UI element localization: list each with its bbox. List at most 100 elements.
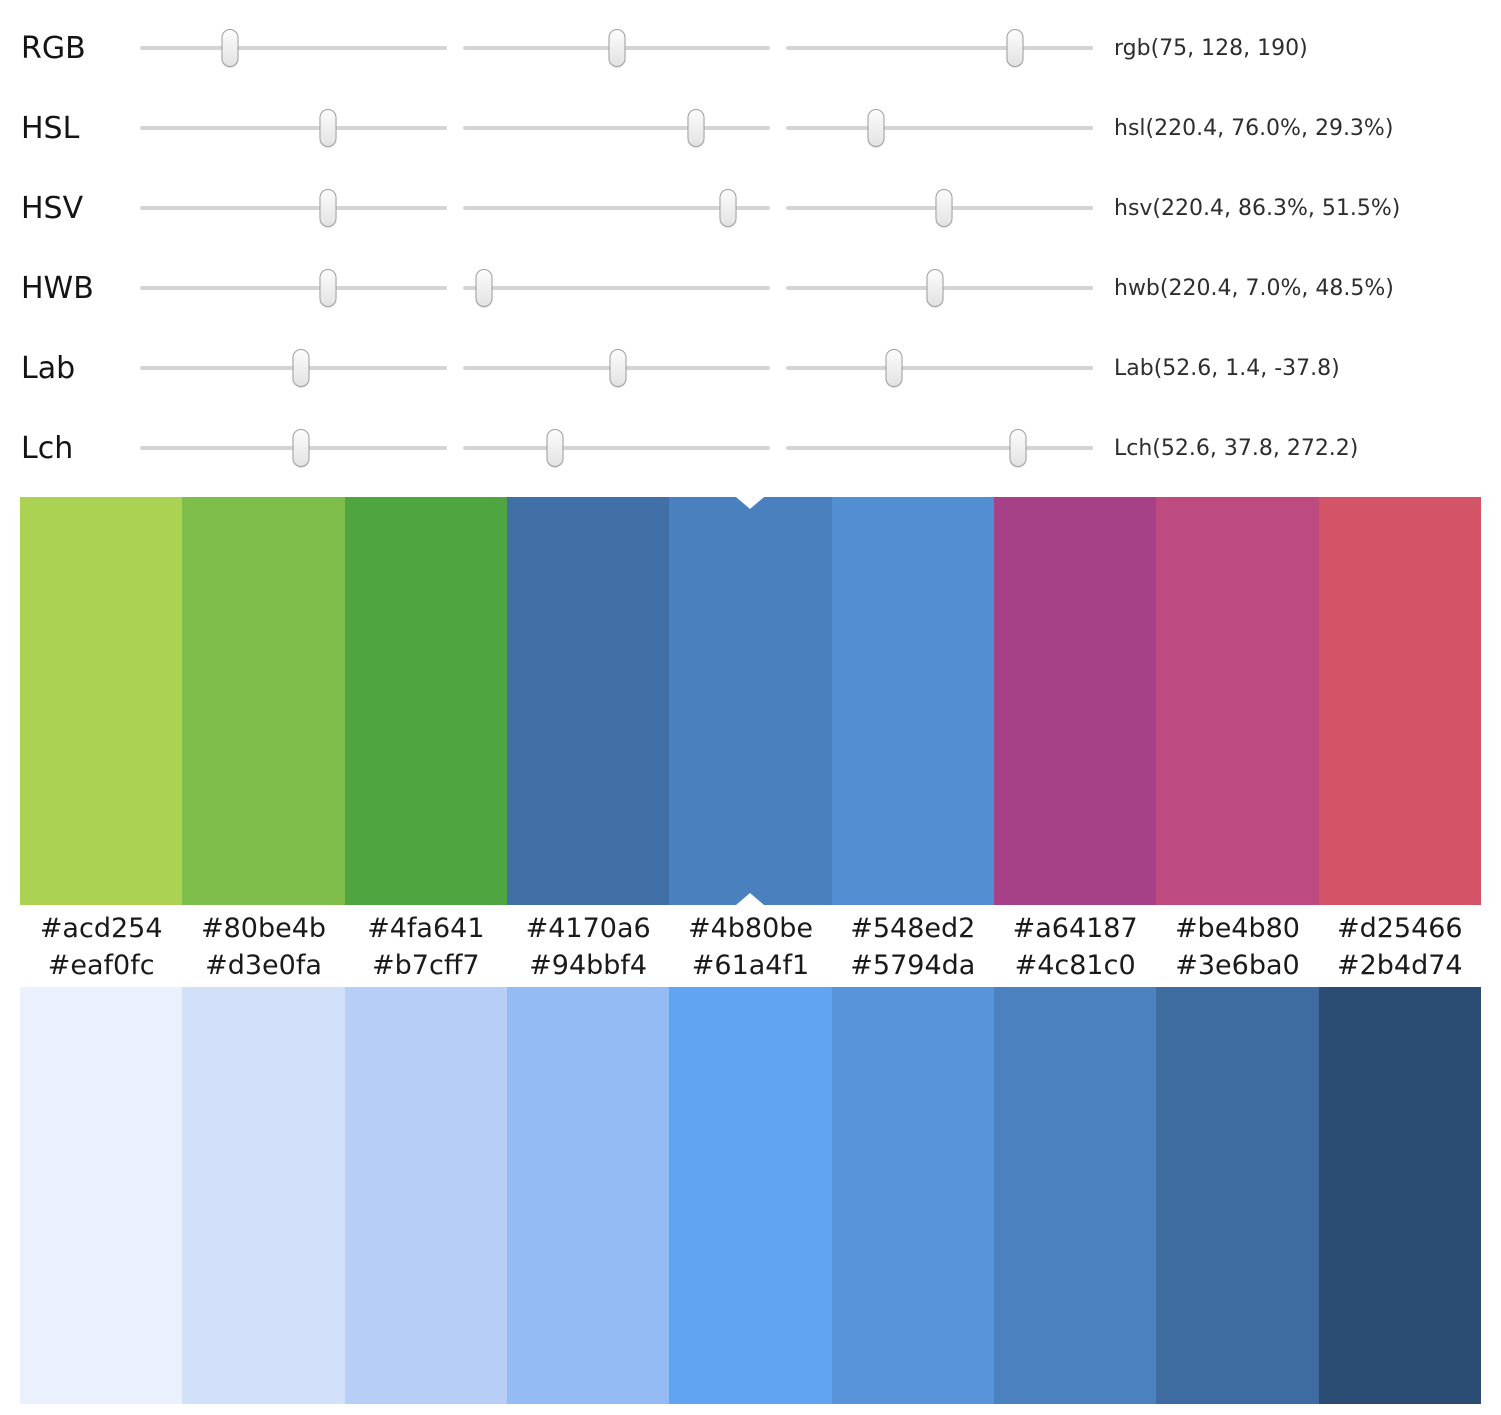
swatch-hex-label: #2b4d74 [1336,950,1463,981]
slider-handle[interactable] [609,349,627,387]
slider-handle[interactable] [319,109,337,147]
swatch-hex-label: #a64187 [1012,913,1138,944]
slider-track[interactable] [463,186,770,230]
shade-palette-strip [20,987,1481,1404]
slider-row: HSL hsl(220.4, 76.0%, 29.3%) [0,88,1501,168]
slider-track[interactable] [786,26,1093,70]
swatch-hex-label: #d3e0fa [205,950,322,981]
color-value-text: hsv(220.4, 86.3%, 51.5%) [1114,195,1401,221]
slider-row: HWB hwb(220.4, 7.0%, 48.5%) [0,248,1501,328]
swatch-hex-label: #d25466 [1336,913,1463,944]
swatch-hex-label: #4c81c0 [1014,950,1136,981]
swatch-hex-label: #4b80be [687,913,813,944]
colorspace-label: HSV [21,190,84,226]
selected-swatch-marker [736,893,765,905]
color-swatch[interactable] [669,497,832,905]
slider-row: Lab Lab(52.6, 1.4, -37.8) [0,328,1501,408]
slider-track[interactable] [140,346,447,390]
colorspace-label: Lab [21,350,76,386]
color-swatch[interactable] [182,987,345,1404]
color-value-text: hwb(220.4, 7.0%, 48.5%) [1114,275,1394,301]
slider-handle[interactable] [221,29,239,67]
swatch-hex-label: #4170a6 [525,913,651,944]
slider-track[interactable] [463,266,770,310]
slider-track[interactable] [140,106,447,150]
slider-track[interactable] [786,426,1093,470]
slider-track[interactable] [140,426,447,470]
swatch-hex-label: #3e6ba0 [1175,950,1300,981]
colorspace-label: HSL [21,110,80,146]
swatch-hex-label: #548ed2 [850,913,976,944]
swatch-hex-label: #5794da [850,950,976,981]
swatch-hex-label: #b7cff7 [372,950,480,981]
slider-track[interactable] [786,106,1093,150]
color-swatch[interactable] [993,987,1157,1404]
slider-handle[interactable] [885,349,903,387]
color-swatch[interactable] [344,497,507,905]
colorspace-label: HWB [21,270,94,306]
color-swatch[interactable] [1156,497,1319,905]
color-swatch[interactable] [20,987,183,1404]
color-swatch[interactable] [1318,987,1481,1404]
swatch-hex-label: #be4b80 [1174,913,1300,944]
swatch-hex-label: #acd254 [39,913,163,944]
color-value-text: rgb(75, 128, 190) [1114,35,1308,61]
color-swatch[interactable] [506,497,670,905]
slider-track[interactable] [140,186,447,230]
slider-handle[interactable] [319,189,337,227]
slider-track[interactable] [463,346,770,390]
slider-track[interactable] [140,26,447,70]
slider-track[interactable] [463,426,770,470]
slider-row: Lch Lch(52.6, 37.8, 272.2) [0,408,1501,488]
color-swatch[interactable] [506,987,670,1404]
slider-tracks [140,266,1109,310]
color-swatch[interactable] [1318,497,1481,905]
slider-handle[interactable] [319,269,337,307]
slider-track[interactable] [786,266,1093,310]
hue-palette-strip [20,497,1481,905]
slider-handle[interactable] [1006,29,1024,67]
color-value-text: Lch(52.6, 37.8, 272.2) [1114,435,1359,461]
slider-handle[interactable] [608,29,626,67]
slider-handle[interactable] [1009,429,1027,467]
swatch-hex-label: #80be4b [200,913,327,944]
color-swatch[interactable] [20,497,183,905]
color-swatch[interactable] [993,497,1157,905]
slider-tracks [140,26,1109,70]
slider-handle[interactable] [475,269,493,307]
slider-row: HSV hsv(220.4, 86.3%, 51.5%) [0,168,1501,248]
colorspace-label: RGB [21,30,86,66]
color-swatch[interactable] [344,987,507,1404]
slider-track[interactable] [140,266,447,310]
swatch-hex-label: #eaf0fc [47,950,155,981]
slider-handle[interactable] [867,109,885,147]
slider-handle[interactable] [687,109,705,147]
colorspace-label: Lch [21,430,74,466]
shade-palette-hex-labels: #eaf0fc #d3e0fa #b7cff7 #94bbf4 #61a4f1 #5794… [20,948,1481,987]
slider-track[interactable] [463,26,770,70]
swatch-hex-label: #4fa641 [367,913,485,944]
color-value-text: Lab(52.6, 1.4, -37.8) [1114,355,1340,381]
slider-handle[interactable] [926,269,944,307]
slider-track[interactable] [786,186,1093,230]
slider-tracks [140,346,1109,390]
slider-tracks [140,106,1109,150]
slider-handle[interactable] [935,189,953,227]
selected-swatch-marker [736,497,765,509]
slider-track[interactable] [463,106,770,150]
color-swatch[interactable] [831,987,994,1404]
slider-handle[interactable] [292,349,310,387]
swatch-hex-label: #61a4f1 [691,950,810,981]
color-swatch[interactable] [831,497,994,905]
slider-handle[interactable] [292,429,310,467]
slider-track[interactable] [786,346,1093,390]
slider-handle[interactable] [719,189,737,227]
slider-row: RGB rgb(75, 128, 190) [0,8,1501,88]
color-swatch[interactable] [1156,987,1319,1404]
slider-tracks [140,186,1109,230]
slider-handle[interactable] [546,429,564,467]
slider-tracks [140,426,1109,470]
color-value-text: hsl(220.4, 76.0%, 29.3%) [1114,115,1394,141]
color-swatch[interactable] [182,497,345,905]
color-swatch[interactable] [669,987,832,1404]
